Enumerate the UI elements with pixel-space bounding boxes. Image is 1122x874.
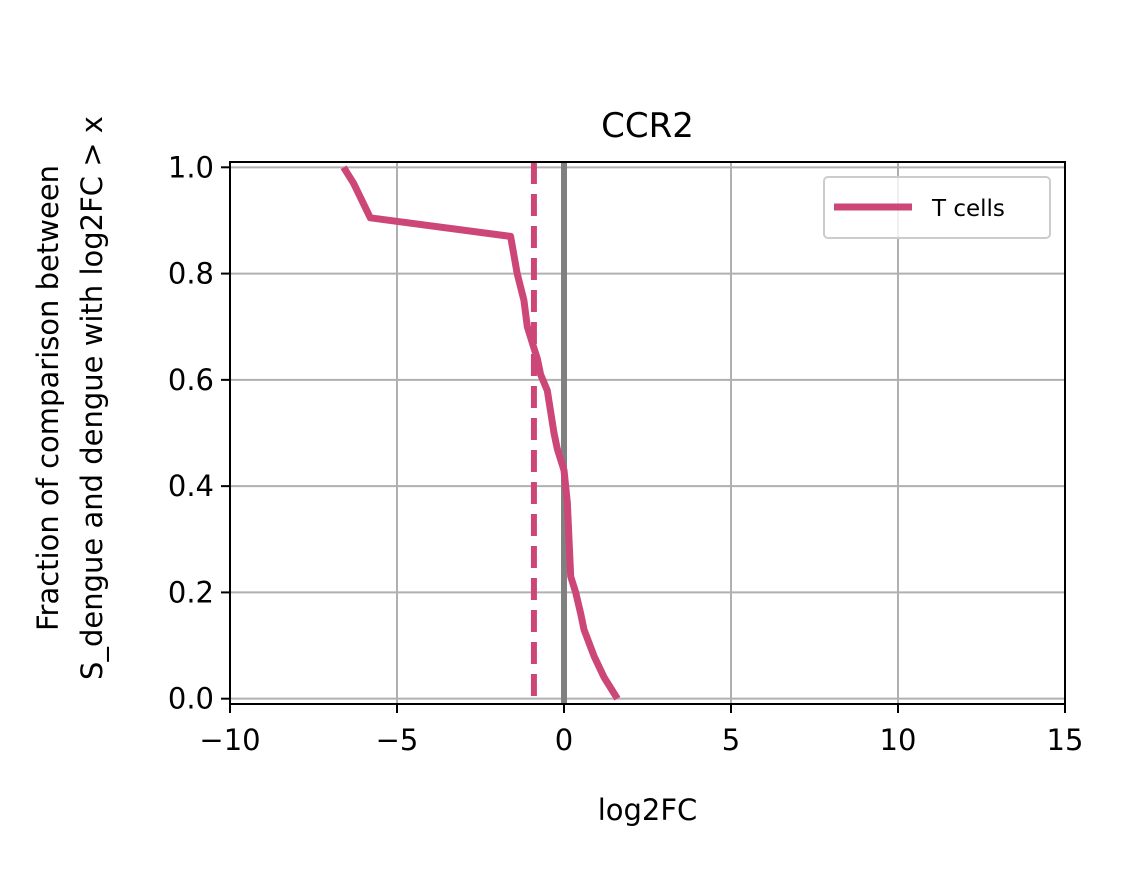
x-axis-title: log2FC <box>598 793 698 827</box>
x-tick-label: 10 <box>880 723 917 757</box>
x-tick-label: −10 <box>199 723 260 757</box>
x-tick-label: 0 <box>555 723 573 757</box>
x-tick-label: 15 <box>1047 723 1084 757</box>
y-tick-label: 1.0 <box>168 150 214 184</box>
y-axis-title-line-2: S_dengue and dengue with log2FC > x <box>75 116 109 680</box>
y-tick-label: 0.0 <box>168 682 214 716</box>
y-tick-label: 0.2 <box>168 575 214 609</box>
y-tick-label: 0.4 <box>168 469 214 503</box>
chart-title: CCR2 <box>601 106 694 146</box>
legend-label-t-cells: T cells <box>931 196 1005 222</box>
grid-layer <box>229 162 1066 704</box>
reference-lines <box>530 162 567 704</box>
legend: T cells <box>823 176 1051 239</box>
plot-frame <box>229 161 1066 705</box>
tick-layer: −10 −5 0 5 10 15 0.0 0.2 0.4 0.6 0.8 1.0 <box>168 150 1084 757</box>
y-tick-label: 0.6 <box>168 363 214 397</box>
x-tick-label: −5 <box>376 723 419 757</box>
y-tick-label: 0.8 <box>168 257 214 291</box>
legend-box <box>823 176 1051 239</box>
x-tick-label: 5 <box>722 723 740 757</box>
series-line-t-cells <box>340 165 621 701</box>
series-layer <box>340 165 621 701</box>
y-axis-title-line-1: Fraction of comparison between <box>31 165 65 631</box>
